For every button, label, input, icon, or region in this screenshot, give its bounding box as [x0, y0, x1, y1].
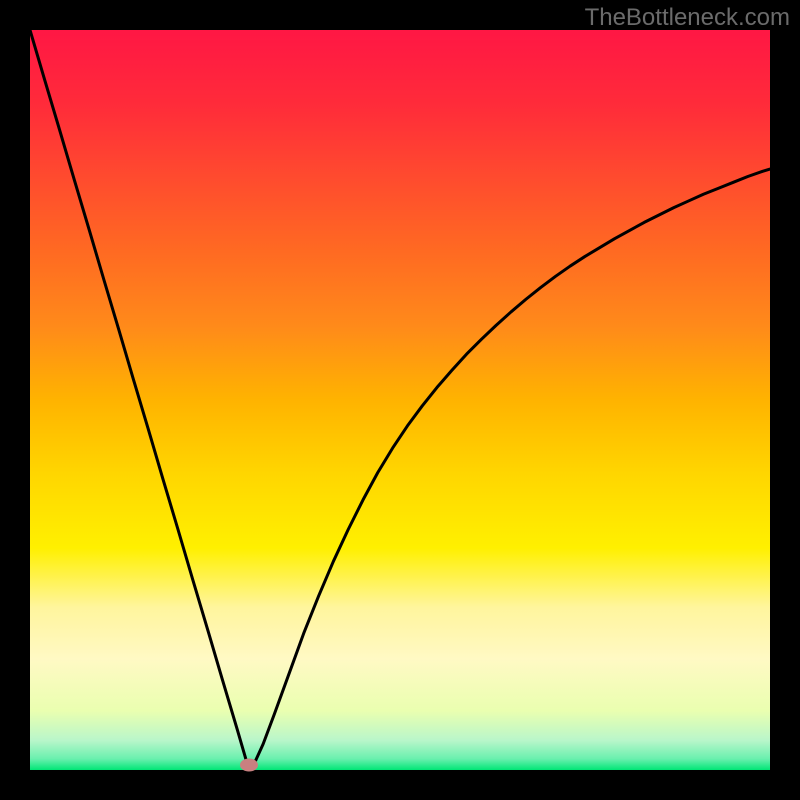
bottleneck-curve: [30, 30, 770, 770]
plot-area: [30, 30, 770, 770]
minimum-marker: [240, 758, 258, 771]
watermark-text: TheBottleneck.com: [585, 4, 790, 32]
curve-svg: [30, 30, 770, 770]
